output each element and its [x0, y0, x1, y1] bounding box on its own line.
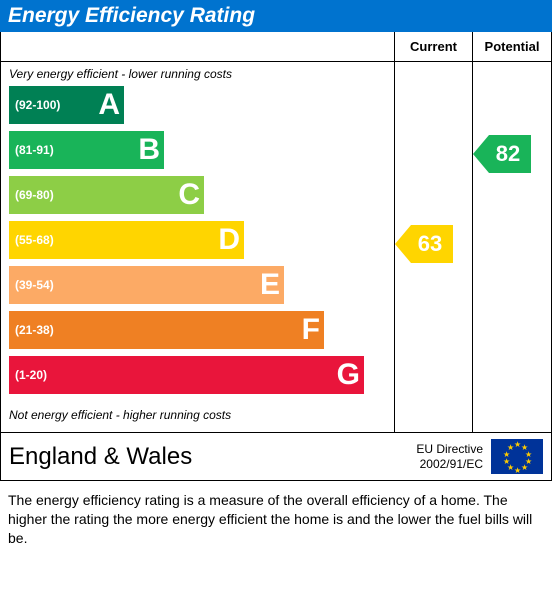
band-range: (21-38) — [9, 323, 54, 337]
band-row-f: (21-38) F — [9, 309, 394, 351]
band-range: (39-54) — [9, 278, 54, 292]
current-value: 63 — [411, 225, 453, 263]
arrow-head-icon — [473, 135, 489, 173]
chart-title: Energy Efficiency Rating — [8, 4, 255, 27]
bands-container: (92-100) A (81-91) B (69-80) C (55-68) D (39-54)… — [1, 84, 394, 403]
band-bar-f: (21-38) F — [9, 311, 324, 349]
chart-grid: Very energy efficient - lower running co… — [0, 32, 552, 433]
arrow-head-icon — [395, 225, 411, 263]
description-text: The energy efficiency rating is a measur… — [0, 481, 552, 556]
band-range: (92-100) — [9, 98, 60, 112]
band-row-d: (55-68) D — [9, 219, 394, 261]
footer-row: England & Wales EU Directive 2002/91/EC … — [0, 433, 552, 481]
subtitle-top: Very energy efficient - lower running co… — [1, 62, 394, 84]
band-bar-d: (55-68) D — [9, 221, 244, 259]
potential-column: Potential 82 — [473, 32, 551, 432]
band-range: (55-68) — [9, 233, 54, 247]
current-arrow: 63 — [395, 225, 453, 263]
potential-arrow: 82 — [473, 135, 531, 173]
band-row-e: (39-54) E — [9, 264, 394, 306]
band-row-a: (92-100) A — [9, 84, 394, 126]
title-bar: Energy Efficiency Rating — [0, 0, 552, 32]
directive-label: EU Directive 2002/91/EC — [416, 442, 483, 471]
band-bar-g: (1-20) G — [9, 356, 364, 394]
potential-header: Potential — [473, 32, 551, 62]
header-spacer — [1, 32, 394, 62]
region-label: England & Wales — [9, 443, 416, 471]
band-letter: F — [302, 313, 320, 347]
band-letter: E — [260, 268, 280, 302]
band-letter: D — [218, 223, 240, 257]
potential-value: 82 — [489, 135, 531, 173]
current-header: Current — [395, 32, 472, 62]
epc-chart: Energy Efficiency Rating Very energy eff… — [0, 0, 552, 556]
bands-column: Very energy efficient - lower running co… — [1, 32, 395, 432]
band-row-c: (69-80) C — [9, 174, 394, 216]
band-bar-a: (92-100) A — [9, 86, 124, 124]
band-row-g: (1-20) G — [9, 354, 394, 396]
eu-stars: ★ ★ ★ ★ ★ ★ ★ ★ ★ ★ — [502, 442, 532, 472]
current-column: Current 63 — [395, 32, 473, 432]
directive-line1: EU Directive — [416, 442, 483, 456]
band-bar-c: (69-80) C — [9, 176, 204, 214]
directive-line2: 2002/91/EC — [416, 457, 483, 471]
potential-body: 82 — [473, 62, 551, 432]
band-range: (1-20) — [9, 368, 47, 382]
band-range: (69-80) — [9, 188, 54, 202]
band-bar-b: (81-91) B — [9, 131, 164, 169]
band-letter: A — [98, 88, 120, 122]
band-bar-e: (39-54) E — [9, 266, 284, 304]
band-letter: B — [138, 133, 160, 167]
current-body: 63 — [395, 62, 472, 432]
band-range: (81-91) — [9, 143, 54, 157]
band-letter: C — [178, 178, 200, 212]
subtitle-bottom: Not energy efficient - higher running co… — [1, 403, 394, 425]
eu-flag-icon: ★ ★ ★ ★ ★ ★ ★ ★ ★ ★ — [491, 439, 543, 474]
band-row-b: (81-91) B — [9, 129, 394, 171]
band-letter: G — [337, 358, 360, 392]
